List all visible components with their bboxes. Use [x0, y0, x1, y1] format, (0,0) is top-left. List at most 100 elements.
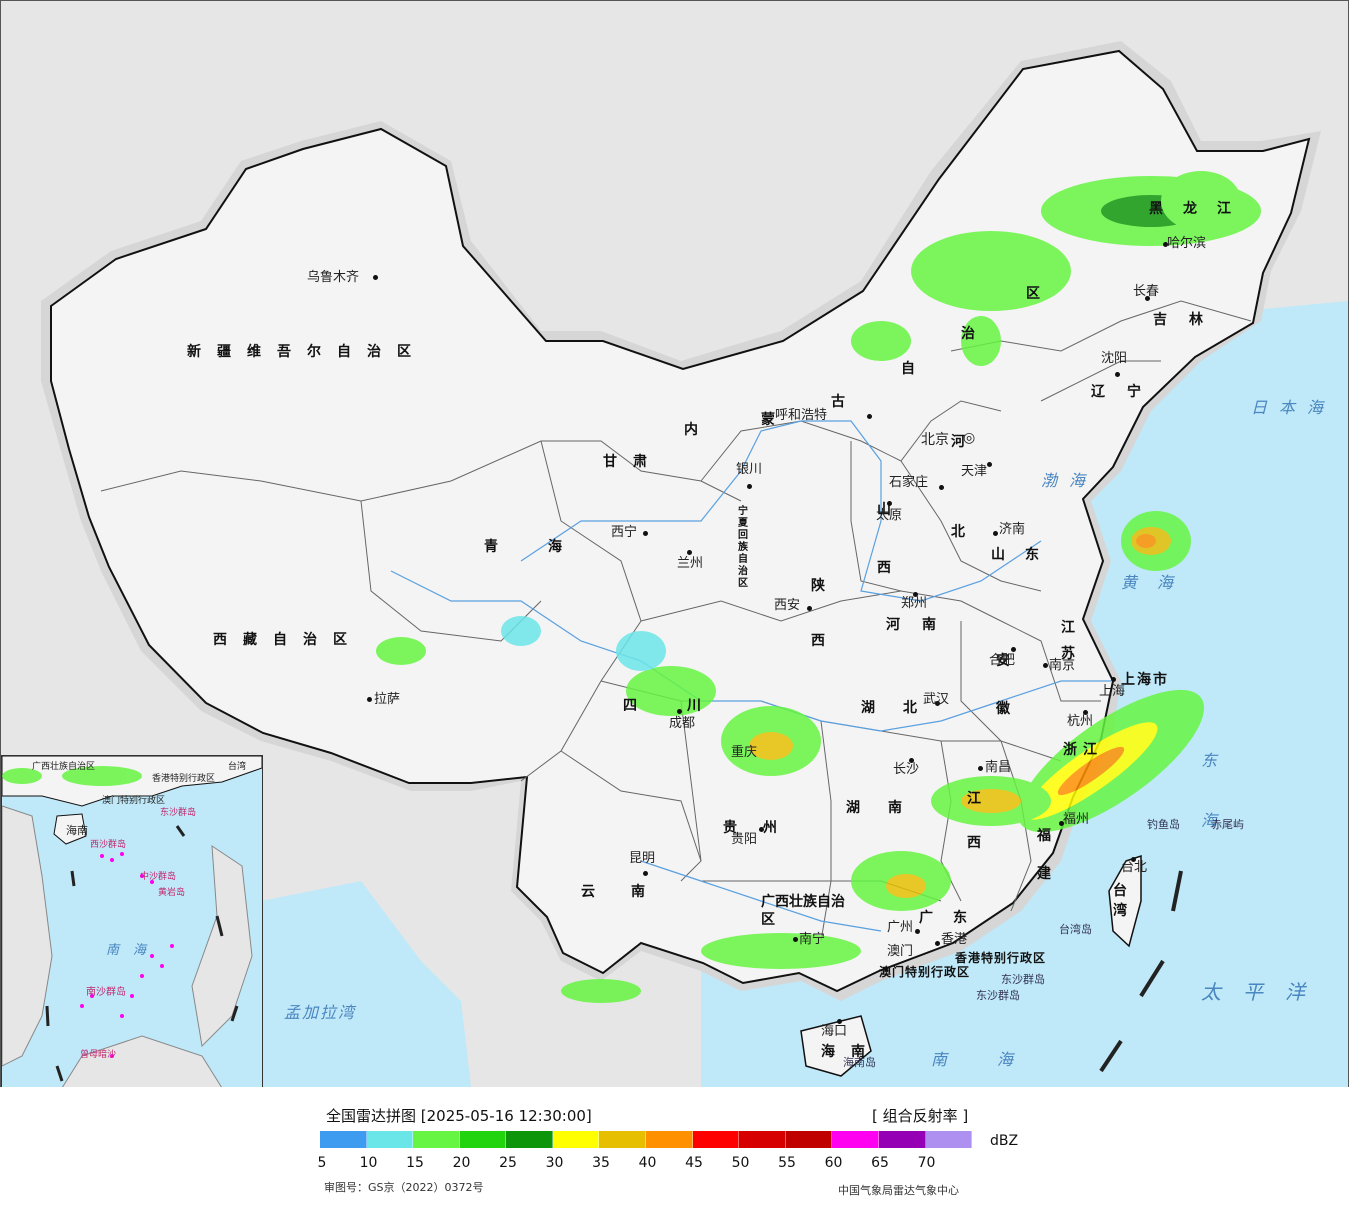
inset-label-xisha: 西沙群岛: [90, 840, 127, 850]
city-hefei[interactable]: 合肥: [989, 653, 1016, 668]
legend-ticks: 5 10 15 20 25 30 35 40 45 50 55 60 65 70: [317, 1155, 1020, 1175]
label-hebei: 河北: [951, 434, 965, 540]
city-changsha[interactable]: 长沙: [893, 762, 920, 777]
city-dot: [887, 501, 892, 506]
label-taiwan: 台湾: [1113, 883, 1127, 919]
city-hohhot[interactable]: 呼和浩特: [775, 408, 828, 423]
inset-label-taiwan: 台湾: [228, 762, 247, 772]
legend-color-1: [366, 1131, 414, 1148]
label-nmg-4: 自: [901, 361, 931, 377]
city-kunming[interactable]: 昆明: [629, 851, 656, 866]
city-xian[interactable]: 西安: [774, 598, 801, 613]
hainan-island: [800, 1015, 872, 1077]
city-haikou[interactable]: 海口: [821, 1024, 848, 1039]
city-guiyang[interactable]: 贵阳: [731, 832, 758, 847]
label-heilongjiang: 黑龙江: [1149, 201, 1251, 217]
legend-color-12: [878, 1131, 926, 1148]
city-nanchang[interactable]: 南昌: [985, 760, 1012, 775]
label-gansu: 甘肃: [603, 454, 663, 470]
label-liaoning: 辽宁: [1091, 384, 1163, 400]
city-dot: [1043, 663, 1048, 668]
legend-tick: 45: [685, 1155, 703, 1171]
legend-color-6: [599, 1131, 647, 1148]
legend-tick: 35: [592, 1155, 610, 1171]
city-beijing[interactable]: 北京: [921, 432, 949, 448]
city-changchun[interactable]: 长春: [1133, 284, 1160, 299]
inset-hainan: [53, 813, 87, 845]
city-shanghai[interactable]: 上海: [1099, 684, 1126, 699]
city-dot: [643, 531, 648, 536]
label-nmg-1: 内: [684, 422, 714, 438]
label-shanghai-shi: 上海市: [1121, 672, 1169, 688]
inset-philippines: [191, 845, 253, 1048]
city-nanjing[interactable]: 南京: [1049, 658, 1076, 673]
legend-tick: 20: [452, 1155, 471, 1171]
label-yunnan: 云南: [581, 884, 681, 900]
legend-tick: 55: [778, 1155, 796, 1171]
label-hainan-island: 海南岛: [843, 1056, 876, 1069]
legend-tick: 25: [499, 1155, 517, 1171]
city-wuhan[interactable]: 武汉: [923, 692, 950, 707]
radar-map[interactable]: 新疆维吾尔自治区 西藏自治区 青海 甘肃 内 蒙 古 自 治 区 宁夏回族自治区…: [0, 0, 1349, 1088]
city-xianggang[interactable]: 香港: [941, 932, 968, 947]
city-guangzhou[interactable]: 广州: [887, 920, 914, 935]
label-zhejiang: 浙江: [1063, 742, 1103, 758]
label-guangdong: 广东: [919, 910, 987, 926]
label-henan: 河南: [886, 617, 958, 633]
label-guizhou: 贵州: [723, 817, 803, 837]
rivers: [390, 420, 1111, 932]
city-dot: [935, 941, 940, 946]
label-fujian: 福建: [1037, 828, 1051, 882]
legend-tick: 15: [406, 1155, 424, 1171]
label-qinghai: 青海: [484, 539, 612, 555]
city-xining[interactable]: 西宁: [611, 525, 638, 540]
city-yinchuan[interactable]: 银川: [736, 462, 763, 477]
taiwan-island: [1108, 854, 1142, 948]
label-dongsha-2: 东沙群岛: [976, 989, 1020, 1002]
inset-vietnam: [2, 805, 53, 1067]
city-dot: [993, 531, 998, 536]
city-taiyuan[interactable]: 太原: [876, 508, 903, 523]
inset-label-huangyan: 黄岩岛: [158, 888, 186, 898]
label-nmg-2: 蒙: [761, 412, 791, 428]
city-chongqing[interactable]: 重庆: [731, 745, 758, 760]
city-chengdu[interactable]: 成都: [669, 716, 696, 731]
city-nanning[interactable]: 南宁: [799, 932, 826, 947]
city-shenyang[interactable]: 沈阳: [1101, 351, 1128, 366]
legend-tick: 65: [871, 1155, 889, 1171]
city-dot: [793, 937, 798, 942]
city-zhengzhou[interactable]: 郑州: [901, 596, 928, 611]
south-sea-inset: 海南 广西壮族自治区 香港特别行政区 澳门特别行政区 东沙群岛 台湾 西沙群岛 …: [1, 755, 263, 1087]
city-urumqi[interactable]: 乌鲁木齐: [307, 270, 360, 285]
legend-product[interactable]: [ 组合反射率 ]: [872, 1107, 969, 1125]
inset-islands: [80, 852, 174, 1058]
city-aomen[interactable]: 澳门: [887, 944, 914, 959]
label-xizang: 西藏自治区: [213, 632, 363, 648]
city-jinan[interactable]: 济南: [999, 522, 1026, 537]
label-south-sea: 南海: [931, 1050, 1064, 1069]
label-pacific: 太平洋: [1201, 980, 1327, 1004]
city-dot: [677, 709, 682, 714]
city-tianjin[interactable]: 天津: [961, 464, 988, 479]
city-dot: [643, 871, 648, 876]
label-hunan: 湖南: [846, 800, 930, 816]
city-hangzhou[interactable]: 杭州: [1067, 714, 1094, 729]
label-taiwan-island: 台湾岛: [1059, 923, 1092, 936]
label-jiangsu: 江苏: [1061, 620, 1075, 662]
inset-label-dongsha: 东沙群岛: [160, 808, 197, 818]
label-jiangxi: 江西: [967, 791, 981, 851]
city-lhasa[interactable]: 拉萨: [374, 692, 401, 707]
city-harbin[interactable]: 哈尔滨: [1167, 236, 1207, 251]
city-taibei[interactable]: 台北: [1121, 860, 1148, 875]
city-dot: [1111, 677, 1116, 682]
city-shijiazhuang[interactable]: 石家庄: [889, 475, 929, 490]
map-canvas: [41, 41, 1348, 1087]
legend-tick: 50: [731, 1155, 750, 1171]
city-lanzhou[interactable]: 兰州: [677, 556, 704, 571]
city-dot: [837, 1019, 842, 1024]
inset-label-macau: 澳门特别行政区: [102, 796, 166, 806]
city-fuzhou[interactable]: 福州: [1063, 812, 1090, 827]
city-dot: [1083, 710, 1088, 715]
label-bengal: 孟加拉湾: [284, 1003, 357, 1022]
legend-tick: 5: [317, 1155, 327, 1171]
